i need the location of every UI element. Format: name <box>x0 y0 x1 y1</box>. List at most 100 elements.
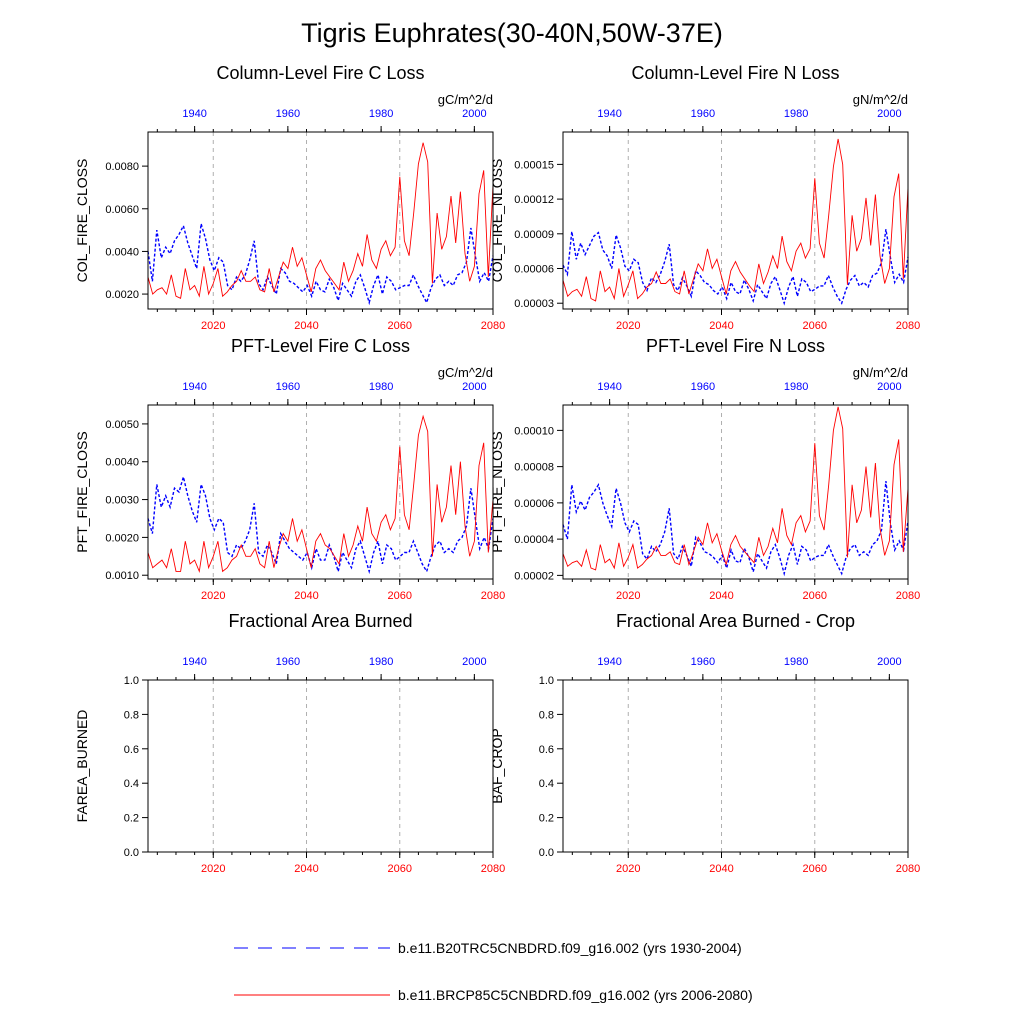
series-rcp85-line <box>562 406 909 571</box>
legend: b.e11.B20TRC5CNBDRD.f09_g16.002 (yrs 193… <box>234 940 753 1003</box>
x-top-tick-label: 1940 <box>597 381 621 393</box>
x-top-tick-label: 1940 <box>182 656 206 668</box>
plot-frame <box>147 679 494 853</box>
series-historical-line <box>147 223 494 306</box>
x-tick-label: 2040 <box>709 863 733 875</box>
x-top-tick-label: 2000 <box>462 108 486 120</box>
series-historical-line <box>562 481 909 577</box>
x-tick-label: 2040 <box>294 863 318 875</box>
plot-frame <box>562 679 909 853</box>
x-top-tick-label: 1980 <box>784 656 808 668</box>
panel: PFT-Level Fire C Loss gC/m^2/d 0.0010 0.002… <box>74 336 505 602</box>
series-rcp85-line <box>147 414 494 574</box>
panel: Column-Level Fire N Loss gN/m^2/d 0.00003 0… <box>489 63 920 332</box>
x-tick-label: 2060 <box>388 590 412 602</box>
y-tick-label: 0.0020 <box>105 289 139 301</box>
panel-title: PFT-Level Fire N Loss <box>646 336 825 356</box>
legend-label-historical: b.e11.B20TRC5CNBDRD.f09_g16.002 (yrs 193… <box>398 940 742 956</box>
y-tick-label: 0.0030 <box>105 495 139 507</box>
x-top-tick-label: 1960 <box>276 656 300 668</box>
plot-frame <box>562 131 909 310</box>
y-tick-label: 0.2 <box>539 813 554 825</box>
x-top-tick-label: 1980 <box>784 108 808 120</box>
y-tick-label: 1.0 <box>124 675 139 687</box>
panel-title: Fractional Area Burned <box>228 611 412 631</box>
y-tick-label: 0.0040 <box>105 457 139 469</box>
x-top-tick-label: 2000 <box>462 381 486 393</box>
x-top-tick-label: 1940 <box>597 656 621 668</box>
panel: Column-Level Fire C Loss gC/m^2/d 0.0020 0.… <box>74 63 505 332</box>
panel-title: Fractional Area Burned - Crop <box>616 611 855 631</box>
x-tick-label: 2040 <box>709 320 733 332</box>
x-tick-label: 2020 <box>616 863 640 875</box>
panel: Fractional Area Burned - Crop 0.0 0.2 0.4 0.… <box>489 611 920 875</box>
y-tick-label: 0.00006 <box>514 264 554 276</box>
y-axis-label: PFT_FIRE_CLOSS <box>74 431 90 552</box>
x-tick-label: 2040 <box>294 590 318 602</box>
x-top-tick-label: 1960 <box>691 381 715 393</box>
y-axis-label: COL_FIRE_NLOSS <box>489 159 505 283</box>
y-tick-label: 0.8 <box>539 709 554 721</box>
x-tick-label: 2060 <box>803 320 827 332</box>
x-top-tick-label: 2000 <box>462 656 486 668</box>
y-axis-label: FAREA_BURNED <box>74 710 90 823</box>
plot-frame <box>562 404 909 580</box>
x-tick-label: 2040 <box>294 320 318 332</box>
x-top-tick-label: 1980 <box>369 381 393 393</box>
y-tick-label: 0.00003 <box>514 298 554 310</box>
y-tick-label: 0.0010 <box>105 570 139 582</box>
x-tick-label: 2020 <box>616 590 640 602</box>
y-tick-label: 0.6 <box>539 744 554 756</box>
x-tick-label: 2060 <box>803 863 827 875</box>
y-tick-label: 0.0050 <box>105 419 139 431</box>
y-tick-label: 0.00010 <box>514 425 554 437</box>
x-top-tick-label: 1960 <box>691 656 715 668</box>
y-tick-label: 0.00008 <box>514 462 554 474</box>
x-tick-label: 2020 <box>201 320 225 332</box>
x-tick-label: 2080 <box>481 590 505 602</box>
x-top-tick-label: 1980 <box>369 656 393 668</box>
x-top-tick-label: 1980 <box>784 381 808 393</box>
x-top-tick-label: 1940 <box>182 381 206 393</box>
series-rcp85-line <box>562 138 909 302</box>
panel-title: PFT-Level Fire C Loss <box>231 336 410 356</box>
plot-frame <box>147 131 494 310</box>
x-tick-label: 2080 <box>896 590 920 602</box>
x-top-tick-label: 2000 <box>877 656 901 668</box>
y-tick-label: 0.4 <box>124 778 139 790</box>
figure-title: Tigris Euphrates(30-40N,50W-37E) <box>301 18 723 48</box>
units-label: gN/m^2/d <box>853 365 908 380</box>
x-tick-label: 2040 <box>709 590 733 602</box>
y-tick-label: 1.0 <box>539 675 554 687</box>
y-axis-label: COL_FIRE_CLOSS <box>74 159 90 283</box>
y-tick-label: 0.0040 <box>105 246 139 258</box>
x-tick-label: 2060 <box>388 320 412 332</box>
y-tick-label: 0.0060 <box>105 204 139 216</box>
x-top-tick-label: 1940 <box>597 108 621 120</box>
y-tick-label: 0.2 <box>124 813 139 825</box>
series-historical-line <box>562 229 909 306</box>
x-top-tick-label: 2000 <box>877 381 901 393</box>
y-tick-label: 0.6 <box>124 744 139 756</box>
y-tick-label: 0.00006 <box>514 498 554 510</box>
units-label: gN/m^2/d <box>853 92 908 107</box>
x-top-tick-label: 1960 <box>276 381 300 393</box>
x-top-tick-label: 2000 <box>877 108 901 120</box>
y-tick-label: 0.0020 <box>105 532 139 544</box>
y-tick-label: 0.00015 <box>514 159 554 171</box>
y-tick-label: 0.8 <box>124 709 139 721</box>
y-tick-label: 0.00009 <box>514 229 554 241</box>
panels: Column-Level Fire C Loss gC/m^2/d 0.0020 0.… <box>74 63 920 875</box>
y-tick-label: 0.4 <box>539 778 554 790</box>
x-tick-label: 2020 <box>616 320 640 332</box>
units-label: gC/m^2/d <box>438 365 493 380</box>
y-axis-label: PFT_FIRE_NLOSS <box>489 431 505 552</box>
plot-frame <box>147 404 494 580</box>
x-tick-label: 2020 <box>201 590 225 602</box>
panel: PFT-Level Fire N Loss gN/m^2/d 0.00002 0.00… <box>489 336 920 602</box>
x-tick-label: 2060 <box>803 590 827 602</box>
panel: Fractional Area Burned 0.0 0.2 0.4 0.6 0.8 1.0… <box>74 611 505 875</box>
panel-title: Column-Level Fire N Loss <box>631 63 839 83</box>
series-rcp85-line <box>147 142 494 299</box>
